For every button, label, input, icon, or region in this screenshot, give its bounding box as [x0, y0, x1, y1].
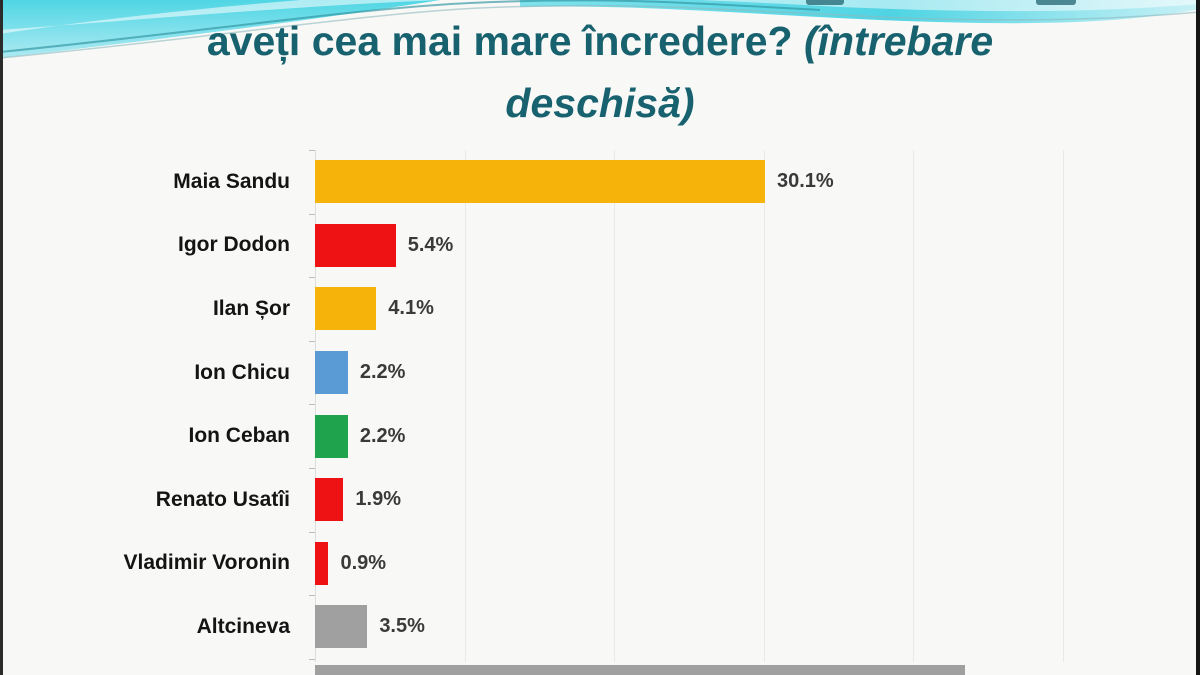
chart-row: Ion Ceban 2.2% [0, 404, 1200, 468]
axis-tick [309, 404, 315, 406]
chart-row: Renato Usatîi 1.9% [0, 468, 1200, 532]
category-label: Ilan Șor [212, 296, 290, 320]
decorative-wave-banner [0, 0, 1200, 59]
bar [315, 351, 348, 395]
value-label: 0.9% [340, 551, 387, 574]
chart-row: Vladimir Voronin 0.9% [0, 532, 1200, 596]
axis-tick [309, 340, 315, 342]
axis-tick [309, 150, 315, 151]
value-label: 1.9% [355, 488, 401, 511]
chart-row: Maia Sandu 30.1% [0, 150, 1200, 214]
bar [315, 605, 368, 649]
value-label: 4.1% [388, 297, 434, 320]
category-label: Altcineva [196, 614, 290, 638]
bar [315, 478, 344, 522]
axis-tick [309, 213, 315, 215]
axis-tick [309, 468, 315, 469]
value-label: 3.5% [379, 615, 425, 638]
value-label: 2.2% [359, 361, 406, 384]
chart-title: aveți cea mai mare încredere? (întrebare… [0, 10, 1200, 134]
bar-chart: Maia Sandu 30.1% Igor Dodon 5.4% Ilan Șo… [0, 150, 1200, 675]
bar [315, 160, 765, 204]
axis-tick [309, 658, 315, 660]
chart-row: Altcineva 3.5% [0, 595, 1200, 659]
axis-tick [309, 277, 315, 279]
bar [315, 287, 377, 331]
category-label: Ion Ceban [188, 424, 290, 448]
axis-tick [309, 531, 315, 533]
clipped-text-artifact [806, 0, 844, 5]
chart-rows: Maia Sandu 30.1% Igor Dodon 5.4% Ilan Șo… [0, 150, 1200, 659]
left-frame-border [0, 0, 3, 675]
value-label: 2.2% [359, 424, 406, 447]
bar [315, 541, 329, 585]
wave-arc-line-1 [0, 0, 821, 53]
value-label: 5.4% [407, 233, 454, 256]
bar [315, 223, 396, 267]
title-paren-text-line2: deschisă) [505, 80, 695, 126]
chart-row: Igor Dodon 5.4% [0, 214, 1200, 278]
wave-arc-line-2 [0, 4, 1200, 59]
category-label: Renato Usatîi [155, 487, 290, 511]
right-frame-border [1196, 0, 1200, 675]
category-label: Maia Sandu [173, 169, 290, 193]
title-main-text: aveți cea mai mare încredere? [206, 18, 793, 64]
chart-row: Ion Chicu 2.2% [0, 341, 1200, 405]
chart-row: Ilan Șor 4.1% [0, 277, 1200, 341]
y-axis-line [315, 150, 316, 662]
axis-tick [309, 595, 315, 597]
clipped-bottom-bar [315, 665, 966, 675]
value-label: 30.1% [776, 170, 834, 193]
title-paren-text-line1: (întrebare [804, 18, 994, 64]
clipped-text-artifact [1036, 0, 1076, 5]
category-label: Vladimir Voronin [123, 551, 290, 575]
category-label: Igor Dodon [178, 233, 290, 257]
category-label: Ion Chicu [194, 360, 290, 384]
bar [315, 414, 348, 458]
